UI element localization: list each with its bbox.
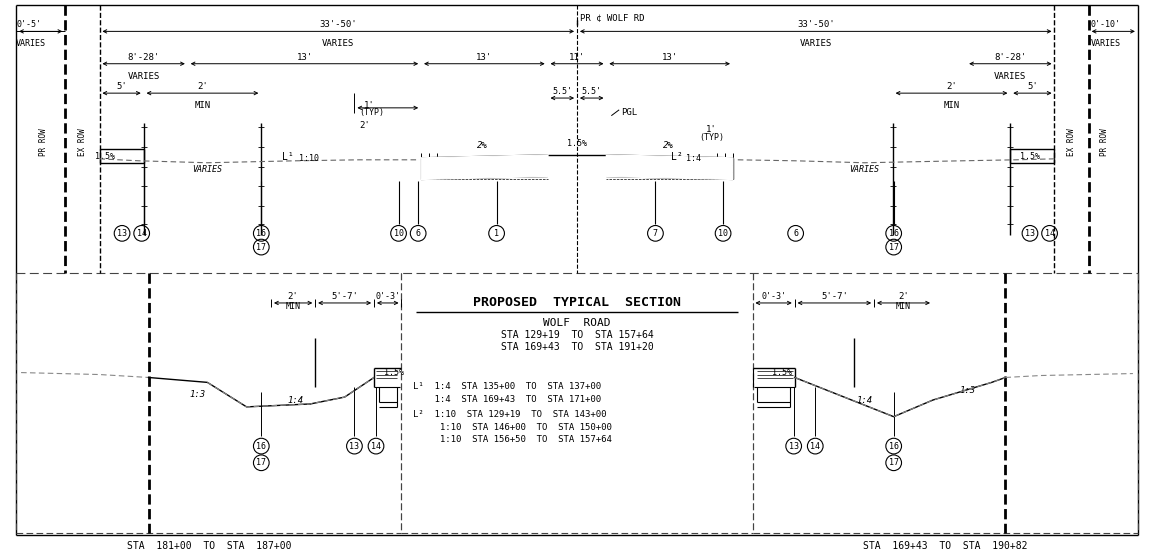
Text: 13': 13' [477, 53, 493, 62]
Text: 5': 5' [117, 82, 127, 91]
Text: L²  1:10  STA 129+19  TO  STA 143+00: L² 1:10 STA 129+19 TO STA 143+00 [413, 410, 607, 419]
Text: 2': 2' [898, 292, 909, 301]
Text: 14: 14 [810, 441, 820, 451]
Text: PGL: PGL [621, 108, 637, 117]
Text: STA  181+00  TO  STA  187+00: STA 181+00 TO STA 187+00 [127, 541, 291, 551]
Text: 2': 2' [287, 292, 299, 301]
Text: 14: 14 [136, 229, 147, 238]
Text: 1:10  STA 156+50  TO  STA 157+64: 1:10 STA 156+50 TO STA 157+64 [413, 435, 612, 444]
Text: 16: 16 [256, 441, 267, 451]
Text: 13: 13 [788, 441, 799, 451]
Text: 10: 10 [394, 229, 404, 238]
Text: L¹  1:4  STA 135+00  TO  STA 137+00: L¹ 1:4 STA 135+00 TO STA 137+00 [413, 382, 601, 391]
Text: 0'-5': 0'-5' [16, 20, 42, 29]
Text: 1': 1' [706, 125, 717, 134]
Text: VARIES: VARIES [322, 39, 354, 48]
Text: 5'-7': 5'-7' [820, 292, 848, 301]
Text: PR ROW: PR ROW [39, 128, 48, 156]
Text: 17: 17 [256, 458, 267, 467]
Text: L¹: L¹ [282, 152, 293, 162]
Text: 2%: 2% [477, 141, 487, 150]
Text: 8'-28': 8'-28' [995, 53, 1027, 62]
Text: MIN: MIN [944, 101, 960, 110]
Text: MIN: MIN [194, 101, 210, 110]
Text: 13': 13' [297, 53, 313, 62]
Text: 13: 13 [350, 441, 359, 451]
Text: PROPOSED  TYPICAL  SECTION: PROPOSED TYPICAL SECTION [473, 296, 681, 309]
Text: 1: 1 [494, 229, 499, 238]
Text: 2': 2' [197, 82, 208, 91]
Text: 6: 6 [415, 229, 421, 238]
Text: VARIES: VARIES [1091, 39, 1121, 48]
Text: 13': 13' [661, 53, 677, 62]
Text: 0'-10': 0'-10' [1091, 20, 1121, 29]
Text: 1:4: 1:4 [856, 396, 872, 404]
Text: STA 129+19  TO  STA 157+64: STA 129+19 TO STA 157+64 [501, 331, 653, 341]
Text: 14: 14 [370, 441, 381, 451]
Text: 5': 5' [1027, 82, 1037, 91]
Text: MIN: MIN [286, 302, 301, 311]
Text: VARIES: VARIES [193, 165, 223, 174]
Text: 14: 14 [1044, 229, 1055, 238]
Text: 1.5%: 1.5% [96, 153, 115, 161]
Text: 10: 10 [718, 229, 728, 238]
Text: 7: 7 [653, 229, 658, 238]
Text: EX ROW: EX ROW [1066, 128, 1076, 156]
Text: (TYP): (TYP) [359, 108, 384, 117]
Text: 1:10: 1:10 [299, 154, 319, 163]
Text: VARIES: VARIES [849, 165, 879, 174]
Text: 2': 2' [359, 121, 370, 129]
Text: VARIES: VARIES [800, 39, 832, 48]
Text: 1:4: 1:4 [287, 396, 304, 404]
Text: 1:4  STA 169+43  TO  STA 171+00: 1:4 STA 169+43 TO STA 171+00 [413, 395, 601, 404]
Text: 1.5%: 1.5% [567, 139, 587, 148]
Text: 1': 1' [365, 101, 375, 110]
Text: 5.5': 5.5' [582, 87, 601, 96]
Text: PR ¢ WOLF RD: PR ¢ WOLF RD [580, 14, 644, 23]
Text: 5'-7': 5'-7' [331, 292, 358, 301]
Text: 2%: 2% [662, 141, 674, 150]
Text: 2': 2' [946, 82, 957, 91]
Text: 17: 17 [889, 242, 899, 252]
Text: PR ROW: PR ROW [1100, 128, 1109, 156]
Text: 33'-50': 33'-50' [320, 20, 357, 29]
Text: 1.5%: 1.5% [772, 368, 792, 377]
Text: 13: 13 [1025, 229, 1035, 238]
Text: 8'-28': 8'-28' [127, 53, 159, 62]
Text: 1:10  STA 146+00  TO  STA 150+00: 1:10 STA 146+00 TO STA 150+00 [413, 423, 612, 431]
Text: WOLF  ROAD: WOLF ROAD [544, 318, 610, 328]
Text: 1.5%: 1.5% [383, 368, 404, 377]
Text: VARIES: VARIES [127, 72, 159, 80]
Polygon shape [421, 155, 548, 180]
Text: MIN: MIN [896, 302, 911, 311]
Text: 13: 13 [117, 229, 127, 238]
Text: 0'-3': 0'-3' [762, 292, 786, 301]
Text: L²: L² [672, 152, 683, 162]
Text: 16: 16 [889, 441, 899, 451]
Text: 1:3: 1:3 [959, 386, 975, 395]
Text: 1.5%: 1.5% [1020, 153, 1040, 161]
Text: 1:3: 1:3 [189, 390, 205, 398]
Text: 11': 11' [569, 53, 585, 62]
Text: VARIES: VARIES [16, 39, 46, 48]
Text: EX ROW: EX ROW [78, 128, 88, 156]
Text: STA 169+43  TO  STA 191+20: STA 169+43 TO STA 191+20 [501, 342, 653, 352]
Polygon shape [606, 155, 733, 180]
Text: VARIES: VARIES [995, 72, 1027, 80]
Text: 33'-50': 33'-50' [797, 20, 834, 29]
Text: 5.5': 5.5' [553, 87, 572, 96]
Text: 17: 17 [889, 458, 899, 467]
Text: STA  169+43  TO  STA  190+82: STA 169+43 TO STA 190+82 [863, 541, 1027, 551]
Text: 17: 17 [256, 242, 267, 252]
Text: 1:4: 1:4 [685, 154, 700, 163]
Text: 0'-3': 0'-3' [375, 292, 400, 301]
Text: 16: 16 [889, 229, 899, 238]
Text: 16: 16 [256, 229, 267, 238]
Text: (TYP): (TYP) [699, 133, 724, 142]
Text: 6: 6 [793, 229, 799, 238]
